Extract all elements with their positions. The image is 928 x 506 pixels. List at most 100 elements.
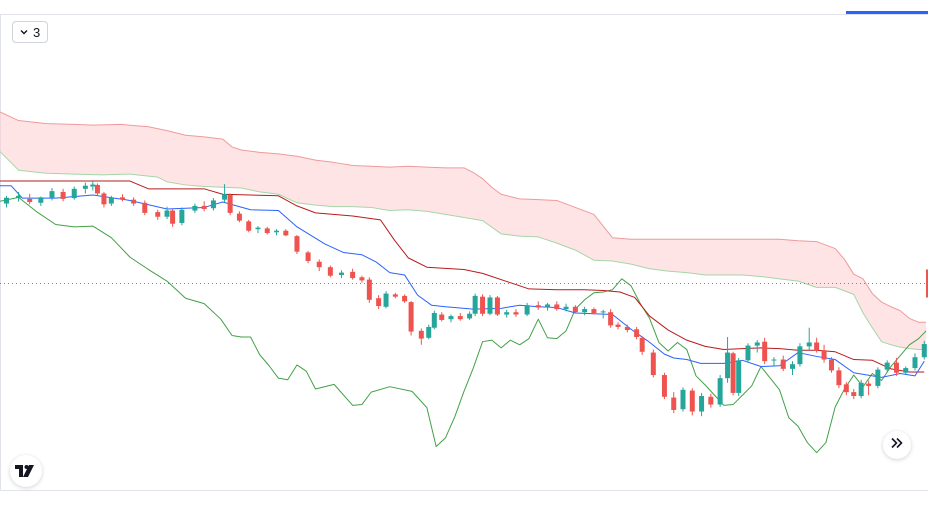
candle-body <box>294 236 300 252</box>
candle-body <box>563 306 569 310</box>
candle-body <box>494 297 500 315</box>
candle-body <box>201 205 207 209</box>
candle-body <box>634 329 640 338</box>
candle-body <box>780 359 786 369</box>
candle-body <box>376 298 382 306</box>
candle-body <box>828 359 834 371</box>
candle-body <box>119 197 125 200</box>
candle-body <box>472 295 478 314</box>
candle-body <box>71 188 77 199</box>
candle-body <box>101 193 107 205</box>
candle-body <box>582 309 588 313</box>
indicator-count: 3 <box>33 24 41 40</box>
candle-body <box>155 212 161 217</box>
candle-body <box>392 294 398 297</box>
candle-body <box>921 344 927 358</box>
candle-body <box>771 359 777 361</box>
candle-body <box>754 342 760 346</box>
candle-body <box>210 200 216 209</box>
base-line <box>0 180 925 373</box>
candle-body <box>875 369 881 386</box>
candle-body <box>359 277 365 281</box>
candle-body <box>554 304 560 310</box>
candle-body <box>600 311 606 313</box>
candle-body <box>725 352 731 379</box>
candle-body <box>671 397 677 410</box>
candle-body <box>222 194 228 200</box>
candle-body <box>821 350 827 360</box>
ichimoku-cloud <box>0 111 927 350</box>
leading-span-b-line <box>0 111 927 323</box>
candle-body <box>836 370 842 386</box>
candle-body <box>16 195 22 198</box>
candle-body <box>305 252 311 261</box>
candle-body <box>90 184 96 187</box>
candle-body <box>535 305 541 308</box>
candle-body <box>615 324 621 327</box>
candle-body <box>843 384 849 393</box>
scroll-to-realtime-button[interactable] <box>883 431 911 459</box>
candle-body <box>504 312 510 315</box>
candle-body <box>283 230 289 236</box>
candle-body <box>431 312 437 328</box>
candle-body <box>227 195 233 213</box>
candle-body <box>661 375 667 397</box>
candle-body <box>524 305 530 315</box>
candle-body <box>60 191 66 199</box>
candle-body <box>274 230 280 233</box>
candle-body <box>745 345 751 361</box>
candle-body <box>717 378 723 405</box>
tradingview-logo-icon[interactable] <box>10 455 42 487</box>
double-chevron-right-icon <box>890 436 904 454</box>
candle-body <box>439 314 445 320</box>
candle-body <box>170 210 176 224</box>
candle-body <box>480 296 486 314</box>
candle-body <box>545 304 551 308</box>
candle-body <box>339 272 345 275</box>
candle-body <box>624 326 630 331</box>
candle-body <box>82 185 88 189</box>
candle-body <box>806 342 812 347</box>
price-scale-edge-marker <box>926 269 928 298</box>
candle-body <box>366 279 372 300</box>
leading-span-a-line <box>0 151 927 350</box>
candle-body <box>350 271 356 279</box>
candle-body <box>608 312 614 326</box>
candle-body <box>650 352 656 376</box>
lagging-span-line <box>0 196 927 454</box>
candle-body <box>893 362 899 373</box>
candle-body <box>457 316 463 320</box>
top-accent-bar <box>846 11 928 14</box>
candle-body <box>426 326 432 338</box>
candle-body <box>3 197 9 204</box>
candle-body <box>858 382 864 397</box>
candle-body <box>572 306 578 313</box>
candle-body <box>487 297 493 314</box>
candle-body <box>591 309 597 313</box>
candle-body <box>402 295 408 302</box>
chevron-down-icon <box>19 27 29 37</box>
candle-body <box>814 342 820 351</box>
candle-body <box>316 261 322 268</box>
candle-body <box>680 389 686 410</box>
candle-body <box>762 341 768 362</box>
candle-body <box>264 228 270 234</box>
candle-body <box>797 346 803 365</box>
candle-body <box>408 302 414 332</box>
candle-body <box>192 205 198 211</box>
candle-body <box>730 353 736 393</box>
candle-body <box>27 198 33 203</box>
candle-body <box>38 197 44 203</box>
candle-body <box>246 221 252 231</box>
indicators-collapse-toggle[interactable]: 3 <box>12 21 49 43</box>
candle-body <box>699 396 705 412</box>
candle-body <box>94 184 100 194</box>
candle-body <box>383 293 389 307</box>
candle-body <box>448 316 454 320</box>
candle-body <box>736 360 742 393</box>
candle-body <box>708 396 714 405</box>
candle-body <box>689 390 695 412</box>
candle-body <box>179 209 185 223</box>
